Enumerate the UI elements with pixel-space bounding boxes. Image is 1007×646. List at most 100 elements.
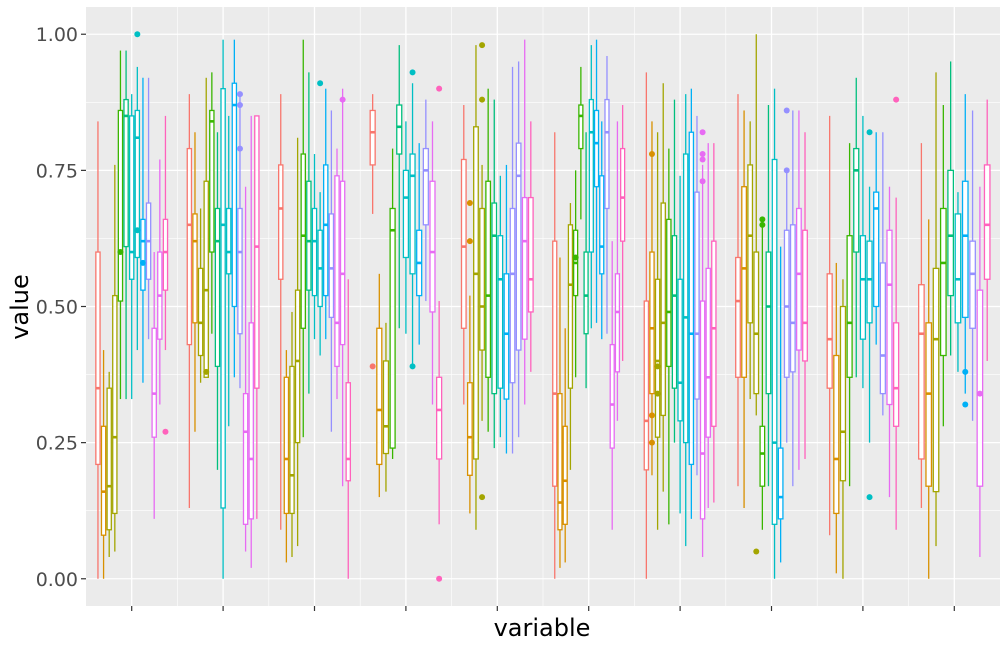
- outlier-point: [409, 69, 416, 76]
- box: [759, 216, 766, 530]
- box: [833, 262, 840, 574]
- box: [192, 132, 198, 432]
- outlier-point: [648, 151, 655, 158]
- box: [479, 42, 486, 501]
- box-body: [892, 322, 900, 427]
- outlier-point: [409, 363, 416, 370]
- box-body: [128, 115, 135, 280]
- outlier-point: [436, 575, 443, 582]
- box-group: [826, 77, 900, 579]
- box-body: [369, 109, 376, 166]
- box: [225, 115, 232, 427]
- box-body: [873, 191, 880, 308]
- x-axis: [131, 606, 955, 611]
- outlier-point: [134, 31, 141, 38]
- outlier-point: [976, 390, 983, 397]
- box: [254, 115, 260, 519]
- box-body: [705, 267, 711, 438]
- box-body: [334, 175, 340, 368]
- box: [145, 77, 152, 340]
- box: [609, 241, 615, 530]
- outlier-point: [866, 494, 873, 501]
- box-body: [583, 251, 589, 335]
- outlier-point: [479, 96, 486, 103]
- box-body: [231, 82, 238, 308]
- box-body: [396, 104, 403, 155]
- box: [593, 39, 600, 323]
- box-body: [209, 109, 215, 253]
- box-body: [294, 289, 301, 444]
- box-body: [939, 207, 947, 357]
- box-group: [369, 45, 443, 582]
- box: [416, 143, 423, 345]
- box: [248, 115, 254, 568]
- outlier-point: [866, 129, 873, 136]
- box-body: [479, 207, 486, 351]
- box: [473, 45, 479, 530]
- box: [682, 94, 689, 547]
- box-body: [95, 251, 101, 466]
- box-group: [918, 61, 991, 579]
- box: [209, 72, 215, 334]
- box-body: [833, 354, 840, 515]
- box-body: [382, 360, 390, 455]
- box: [242, 186, 249, 552]
- outlier-point: [162, 428, 169, 435]
- box: [552, 132, 558, 579]
- box: [294, 137, 301, 547]
- box: [460, 105, 467, 405]
- outlier-point: [759, 221, 766, 228]
- box-body: [711, 240, 717, 427]
- box: [557, 257, 563, 568]
- outlier-point: [466, 238, 473, 245]
- box: [947, 61, 955, 356]
- box: [711, 143, 717, 503]
- box: [134, 31, 141, 351]
- box: [334, 148, 340, 400]
- box-body: [509, 207, 516, 384]
- box: [578, 66, 584, 220]
- box-body: [203, 180, 209, 378]
- outlier-point: [654, 390, 661, 397]
- box-body: [969, 240, 976, 329]
- outlier-point: [236, 91, 243, 98]
- box: [826, 115, 833, 536]
- box-body: [983, 164, 991, 280]
- box-body: [671, 235, 678, 389]
- box-body: [112, 294, 118, 515]
- box: [846, 143, 853, 487]
- outlier-point: [479, 42, 486, 49]
- box: [783, 107, 790, 443]
- box-body: [839, 305, 847, 482]
- box-body: [826, 273, 833, 389]
- box-body: [735, 256, 741, 378]
- box-body: [214, 207, 221, 368]
- box: [976, 186, 984, 557]
- box-body: [649, 251, 655, 395]
- box: [231, 39, 238, 378]
- box: [879, 132, 886, 416]
- outlier-point: [479, 494, 486, 501]
- box-body: [886, 229, 893, 406]
- box: [283, 350, 290, 563]
- box-body: [609, 343, 615, 449]
- box: [402, 121, 410, 334]
- box: [214, 132, 221, 470]
- box-body: [765, 251, 772, 395]
- box: [765, 105, 772, 487]
- box: [954, 192, 962, 372]
- box: [747, 121, 754, 400]
- box: [369, 94, 376, 370]
- box-body: [879, 262, 886, 395]
- box-body: [466, 382, 473, 476]
- outlier-point: [699, 151, 706, 158]
- box: [429, 121, 436, 405]
- box: [339, 88, 346, 487]
- box-body: [429, 180, 436, 313]
- outlier-point: [893, 96, 900, 103]
- box-body: [562, 425, 568, 525]
- box: [521, 39, 528, 405]
- box-body: [783, 229, 790, 378]
- outlier-point: [962, 401, 969, 408]
- box: [572, 170, 579, 378]
